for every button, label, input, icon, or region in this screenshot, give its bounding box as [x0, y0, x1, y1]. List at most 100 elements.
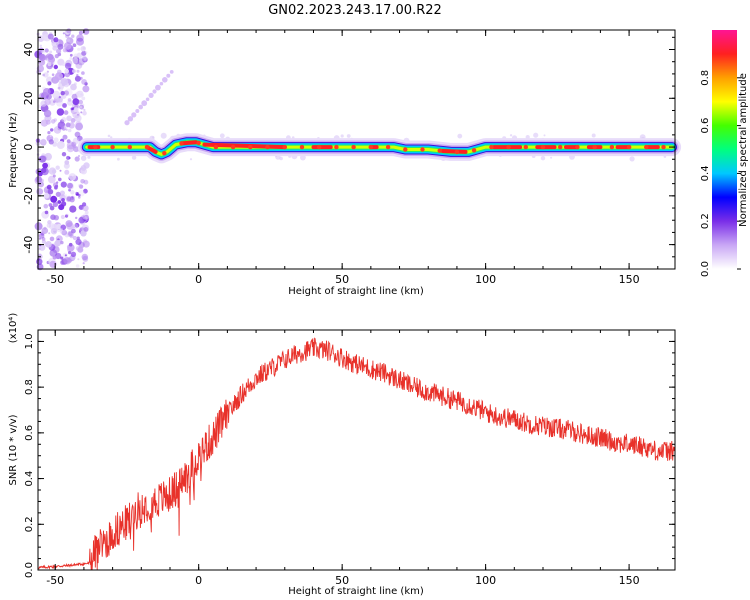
noise-dot [62, 134, 68, 140]
noise-dot [76, 37, 84, 46]
noise-dot [76, 69, 80, 73]
noise-dot [78, 155, 80, 157]
scatter-dot [117, 157, 120, 161]
ridge-dot [179, 141, 184, 146]
scatter-dot [550, 156, 553, 159]
scatter-dot [160, 132, 167, 139]
noise-dot [40, 138, 47, 145]
noise-dot [65, 214, 68, 218]
noise-dot [83, 218, 87, 222]
scatter-dot [346, 134, 351, 138]
noise-dot [56, 141, 65, 149]
noise-dot [55, 191, 61, 197]
noise-dot [72, 69, 76, 73]
noise-dot [62, 32, 65, 35]
noise-dot [52, 45, 58, 51]
noise-dot [51, 73, 55, 76]
noise-dot [65, 213, 69, 218]
noise-dot [53, 100, 56, 103]
noise-dot [55, 165, 60, 170]
x-tick-label: 150 [619, 273, 640, 286]
noise-dot [82, 85, 90, 93]
noise-dot [36, 65, 45, 73]
x-tick-label: 0 [195, 273, 202, 286]
noise-dot [78, 196, 81, 199]
branch-dot [135, 109, 140, 113]
x-tick-label: 150 [619, 574, 640, 587]
noise-dot [53, 215, 59, 221]
ridge-dot [385, 144, 391, 150]
y-tick-label: 40 [22, 43, 35, 57]
ridge-dot [644, 144, 649, 150]
noise-dot [56, 48, 62, 54]
noise-dot [75, 238, 82, 245]
noise-dot [35, 176, 42, 183]
noise-dot [72, 110, 75, 114]
noise-dot [47, 175, 56, 184]
noise-dot [46, 223, 52, 228]
noise-dot [64, 68, 69, 74]
noise-dot [76, 90, 84, 98]
noise-dot [38, 233, 45, 239]
noise-dot [73, 61, 76, 64]
ridge-dot [144, 144, 150, 150]
noise-dot [78, 216, 86, 224]
noise-dot [60, 119, 65, 124]
snr-line-path [37, 337, 676, 571]
branch-dot [145, 97, 150, 102]
noise-dot [47, 189, 54, 195]
scatter-dot [152, 136, 155, 139]
y-tick-label: 0 [22, 144, 35, 151]
ridge-dot [437, 148, 442, 153]
noise-dot [71, 93, 78, 100]
noise-dot [52, 90, 61, 99]
ridge-dot [523, 144, 528, 150]
branch-dot [159, 81, 164, 86]
noise-dot [83, 179, 89, 185]
branch-dot [131, 112, 137, 118]
noise-dot [47, 81, 52, 86]
noise-dot [67, 98, 72, 102]
noise-dot [57, 52, 62, 57]
noise-dot [47, 131, 51, 135]
x-tick-label: 100 [475, 574, 496, 587]
noise-dot [79, 184, 84, 189]
noise-dot [38, 171, 43, 177]
noise-dot [80, 111, 83, 114]
noise-dot [46, 76, 53, 84]
colorbar-gradient [712, 30, 737, 269]
noise-dot [66, 155, 71, 160]
noise-dot [72, 137, 80, 144]
noise-dot [74, 222, 80, 228]
noise-dot [38, 237, 42, 240]
noise-dot [65, 88, 73, 96]
y-tick-label: 0.6 [24, 425, 35, 441]
noise-dot [73, 223, 79, 229]
snr-series-line [37, 337, 676, 571]
scatter-dot [340, 134, 344, 138]
noise-dot [74, 156, 80, 162]
noise-dot [81, 253, 89, 261]
noise-dot [74, 75, 81, 82]
noise-dot [58, 177, 62, 182]
noise-dot [39, 155, 47, 163]
noise-dot [80, 179, 85, 184]
noise-dot [72, 235, 77, 241]
noise-dot [36, 148, 41, 153]
snr-frame [37, 329, 676, 571]
noise-dot [60, 196, 63, 199]
noise-dot [43, 72, 49, 78]
noise-dot [66, 38, 71, 42]
noise-dot [49, 236, 55, 242]
noise-dot [70, 190, 75, 195]
noise-dot [38, 253, 42, 257]
noise-dot [67, 244, 75, 252]
x-tick-label: 50 [335, 273, 349, 286]
colorbar: 0.0 0.2 0.4 0.6 0.8 Normalized spectral ampl… [700, 30, 749, 277]
noise-dot [62, 103, 67, 108]
noise-dot [41, 167, 49, 176]
noise-dot [56, 108, 65, 116]
noise-dot [70, 118, 76, 123]
ridge-dot [454, 149, 460, 155]
noise-dot [64, 62, 72, 70]
